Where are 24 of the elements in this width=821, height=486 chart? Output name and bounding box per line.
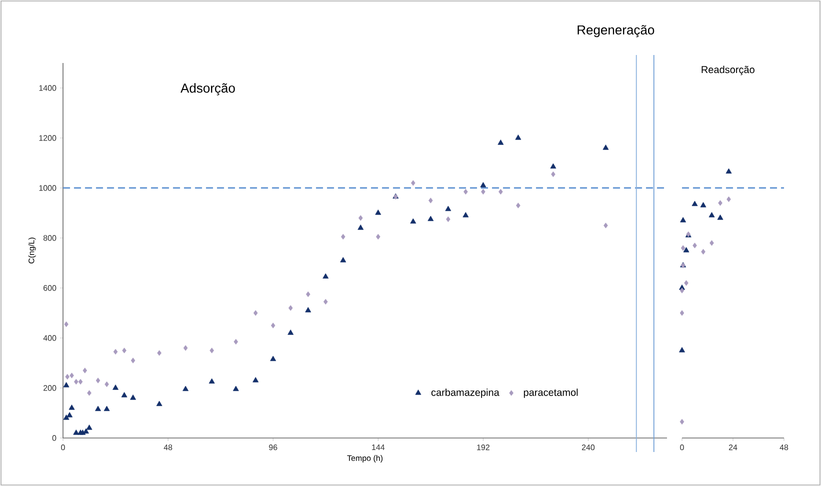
x-tick-label: 240	[582, 444, 595, 450]
annotation: Adsorção	[180, 83, 235, 96]
x-tick-label: 0	[680, 444, 684, 450]
x-tick-label: 48	[780, 444, 788, 450]
y-tick-label: 1400	[39, 85, 56, 91]
y-tick-label: 200	[44, 385, 56, 391]
y-tick-label: 400	[43, 335, 56, 341]
text: Readsorção	[702, 66, 754, 76]
y-tick-label: 600	[44, 285, 56, 291]
x-tick-label: 0	[61, 444, 65, 450]
x-axis-title: Tempo (h)	[347, 455, 382, 463]
y-tick-label: 1000	[39, 185, 56, 191]
x-tick-label: 96	[269, 444, 278, 450]
y-tick-label: 1200	[39, 135, 56, 141]
legend-label: paracetamol	[524, 388, 578, 398]
y-tick-label: 800	[43, 235, 56, 241]
x-tick-label: 24	[728, 444, 738, 450]
y-tick-label: 0	[52, 435, 56, 441]
x-tick-label: 48	[164, 444, 172, 450]
x-tick-label: 144	[372, 444, 385, 450]
y-axis-title: C(ng/L)	[28, 238, 36, 264]
x-tick-label: 192	[477, 444, 490, 450]
legend-label: carbamazepina	[431, 388, 500, 398]
text: Regeneração	[578, 25, 654, 38]
